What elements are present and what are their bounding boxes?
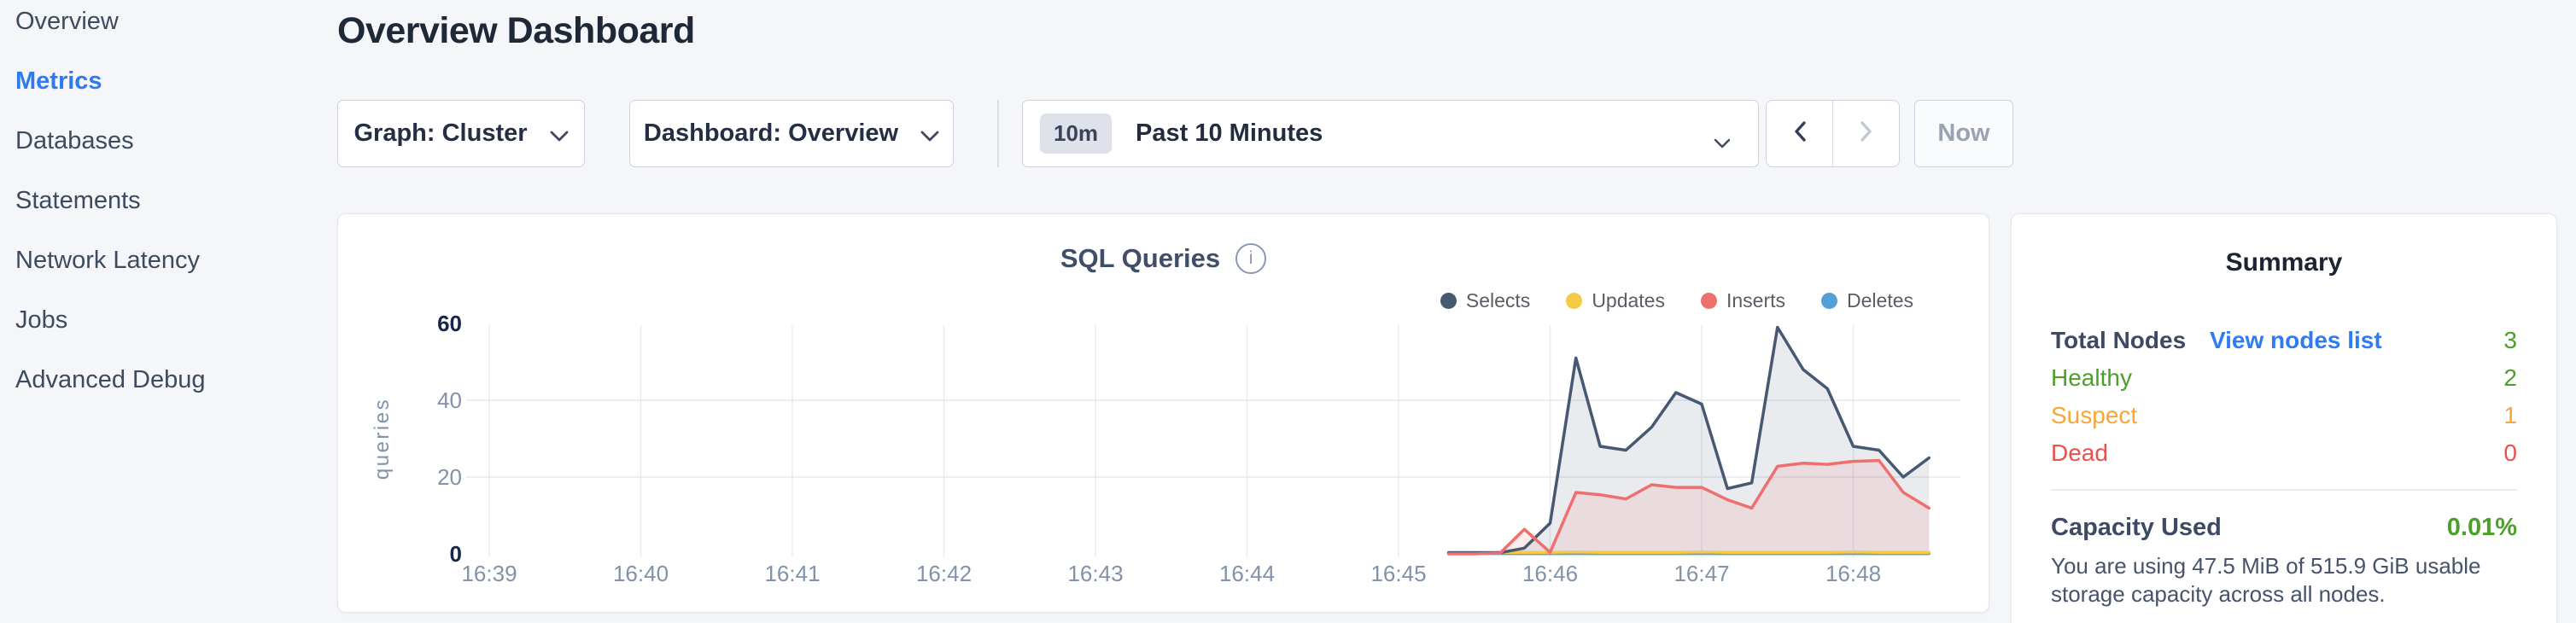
total-nodes-row: Total Nodes View nodes list 3 <box>2051 322 2517 359</box>
x-tick-label: 16:47 <box>1674 561 1730 586</box>
legend-label: Selects <box>1465 289 1531 312</box>
suspect-label: Suspect <box>2051 402 2138 428</box>
y-tick-label: 0 <box>449 541 462 567</box>
time-range-dropdown[interactable]: 10m Past 10 Minutes <box>1022 100 1759 167</box>
chart-title: SQL Queries <box>1060 243 1221 273</box>
total-nodes-value: 3 <box>2503 327 2517 353</box>
sidebar-item-advanced-debug[interactable]: Advanced Debug <box>15 366 206 393</box>
toolbar: Graph: Cluster Dashboard: Overview 10m P… <box>337 100 2576 167</box>
chevron-down-icon <box>550 121 569 149</box>
x-tick-label: 16:40 <box>612 561 669 586</box>
sidebar-item-network-latency[interactable]: Network Latency <box>15 247 200 274</box>
sidebar-item-statements[interactable]: Statements <box>15 187 141 214</box>
now-button[interactable]: Now <box>1914 100 2013 167</box>
sidebar-item-jobs[interactable]: Jobs <box>15 306 68 334</box>
legend-dot-icon <box>1821 293 1838 309</box>
main-content: Overview Dashboard Graph: Cluster Dashbo… <box>337 0 2576 623</box>
x-tick-label: 16:42 <box>915 561 973 586</box>
healthy-value: 2 <box>2503 364 2517 391</box>
legend-item-inserts[interactable]: Inserts <box>1700 289 1786 312</box>
legend-label: Updates <box>1592 289 1665 312</box>
capacity-used-value: 0.01% <box>2446 513 2517 541</box>
x-tick-label: 16:44 <box>1218 561 1276 586</box>
view-nodes-list-link[interactable]: View nodes list <box>2209 327 2382 353</box>
healthy-label: Healthy <box>2051 364 2132 391</box>
chart-legend: Selects Updates Inserts Deletes <box>1440 289 1913 312</box>
x-tick-label: 16:48 <box>1825 561 1882 586</box>
y-tick-label: 60 <box>437 311 462 336</box>
graph-dropdown-label: Graph: Cluster <box>353 119 528 147</box>
dead-nodes-row: Dead 0 <box>2051 434 2517 472</box>
x-tick-label: 16:41 <box>764 561 821 586</box>
sidebar-item-metrics[interactable]: Metrics <box>15 67 102 95</box>
y-tick-label: 40 <box>437 387 462 413</box>
page-title: Overview Dashboard <box>337 10 695 51</box>
sidebar-item-overview[interactable]: Overview <box>15 8 119 35</box>
healthy-nodes-row: Healthy 2 <box>2051 359 2517 397</box>
time-range-badge: 10m <box>1040 114 1113 154</box>
chevron-down-icon <box>1714 128 1731 156</box>
dashboard-dropdown-label: Dashboard: Overview <box>643 119 899 147</box>
legend-dot-icon <box>1440 293 1457 309</box>
toolbar-divider <box>997 100 999 167</box>
series-area-selects <box>1448 327 1930 554</box>
legend-label: Deletes <box>1847 289 1913 312</box>
suspect-nodes-row: Suspect 1 <box>2051 397 2517 434</box>
chevron-right-icon <box>1859 120 1874 147</box>
legend-label: Inserts <box>1726 289 1786 312</box>
series-area-inserts <box>1448 460 1930 554</box>
legend-item-selects[interactable]: Selects <box>1440 289 1530 312</box>
y-tick-label: 20 <box>437 464 462 490</box>
x-tick-label: 16:43 <box>1067 561 1124 586</box>
chevron-down-icon <box>920 121 939 149</box>
y-axis-label: queries <box>371 397 394 480</box>
total-nodes-label: Total Nodes <box>2051 327 2187 353</box>
summary-divider <box>2051 489 2517 491</box>
time-step-buttons <box>1766 100 1900 167</box>
summary-title: Summary <box>2225 248 2343 277</box>
sql-queries-chart-card: SQL Queries i Selects Updates Inserts Delet… <box>337 213 1989 613</box>
sql-queries-plot[interactable] <box>338 214 1990 614</box>
capacity-row: Capacity Used 0.01% <box>2051 510 2517 544</box>
time-step-back-button[interactable] <box>1767 101 1833 166</box>
series-line-inserts <box>1446 458 1931 556</box>
x-tick-label: 16:46 <box>1522 561 1579 586</box>
series-line-selects <box>1446 325 1931 555</box>
x-tick-label: 16:39 <box>461 561 517 586</box>
sidebar-item-databases[interactable]: Databases <box>15 127 134 154</box>
chevron-left-icon <box>1792 120 1808 147</box>
time-step-forward-button[interactable] <box>1833 101 1899 166</box>
dead-value: 0 <box>2503 440 2517 466</box>
suspect-value: 1 <box>2503 402 2517 428</box>
x-tick-label: 16:45 <box>1370 561 1427 586</box>
summary-panel: Summary Total Nodes View nodes list 3 He… <box>2011 213 2557 623</box>
graph-dropdown[interactable]: Graph: Cluster <box>337 100 585 167</box>
legend-item-updates[interactable]: Updates <box>1566 289 1665 312</box>
legend-dot-icon <box>1700 293 1717 309</box>
info-icon[interactable]: i <box>1235 243 1267 274</box>
time-range-value: Past 10 Minutes <box>1136 119 1323 147</box>
legend-item-deletes[interactable]: Deletes <box>1821 289 1913 312</box>
dead-label: Dead <box>2051 440 2108 466</box>
sidebar: Overview Metrics Databases Statements Ne… <box>0 0 337 623</box>
capacity-description: You are using 47.5 MiB of 515.9 GiB usab… <box>2051 553 2481 607</box>
legend-dot-icon <box>1566 293 1583 309</box>
dashboard-dropdown[interactable]: Dashboard: Overview <box>629 100 954 167</box>
capacity-used-label: Capacity Used <box>2051 513 2222 541</box>
